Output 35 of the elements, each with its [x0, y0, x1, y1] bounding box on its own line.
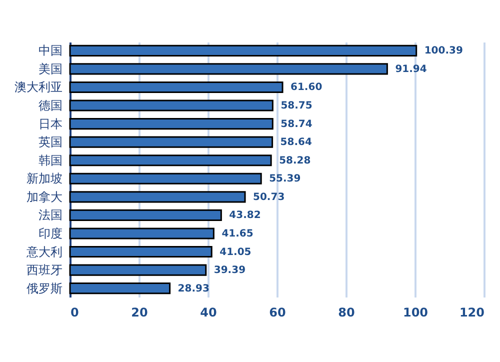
x-tick-label: 0 — [70, 306, 79, 320]
y-tick-label: 西班牙 — [26, 263, 62, 278]
x-tick-label: 120 — [459, 306, 484, 320]
data-label: 39.39 — [214, 265, 246, 276]
data-label: 41.05 — [220, 246, 252, 258]
data-label: 58.74 — [280, 118, 312, 130]
y-tick-label: 澳大利亚 — [14, 80, 62, 94]
x-tick-label: 40 — [200, 306, 217, 320]
y-tick-label: 德国 — [38, 98, 62, 113]
y-tick-label: 俄罗斯 — [26, 281, 62, 296]
x-tick-label: 100 — [402, 306, 428, 320]
data-label: 61.60 — [290, 82, 322, 94]
data-label: 41.65 — [222, 228, 254, 240]
data-label: 100.39 — [424, 46, 463, 57]
data-label: 50.73 — [253, 192, 285, 203]
y-tick-label: 新加坡 — [26, 172, 62, 186]
y-tick-label: 意大利 — [26, 244, 62, 259]
data-label: 58.75 — [280, 100, 312, 112]
data-label: 58.28 — [279, 155, 311, 166]
y-tick-label: 加拿大 — [26, 190, 62, 204]
x-tick-label: 60 — [269, 306, 286, 320]
y-tick-label: 中国 — [38, 44, 62, 58]
y-tick-label: 英国 — [38, 135, 62, 150]
data-label: 43.82 — [229, 210, 261, 222]
data-label: 91.94 — [395, 64, 427, 75]
y-tick-label: 日本 — [38, 116, 62, 131]
x-tick-label: 80 — [338, 306, 355, 320]
x-tick-label: 20 — [131, 306, 148, 320]
y-tick-label: 韩国 — [38, 153, 62, 168]
data-label: 28.93 — [178, 283, 210, 294]
y-tick-label: 美国 — [38, 62, 62, 76]
data-label: 55.39 — [269, 174, 301, 185]
y-tick-label: 印度 — [38, 226, 62, 240]
data-label: 58.64 — [280, 137, 312, 148]
y-tick-label: 法国 — [38, 208, 62, 222]
